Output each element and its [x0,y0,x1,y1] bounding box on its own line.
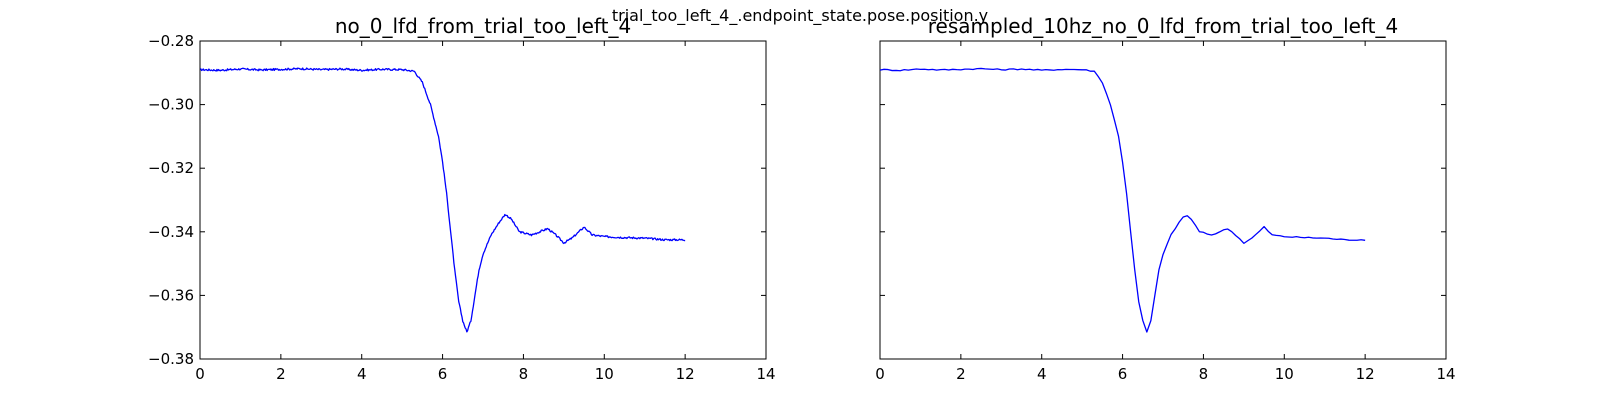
x-tick-label: 2 [956,365,966,383]
x-tick-label: 0 [195,365,205,383]
x-tick-label: 12 [1356,365,1375,383]
x-tick-label: 10 [1275,365,1294,383]
x-tick-label: 14 [1436,365,1455,383]
x-tick-label: 12 [676,365,695,383]
y-tick-label: −0.36 [148,286,194,304]
x-tick-label: 4 [1037,365,1047,383]
y-tick-label: −0.32 [148,159,194,177]
plot-frame [199,40,767,360]
y-tick-label: −0.34 [148,223,194,241]
x-tick-label: 14 [756,365,775,383]
y-tick-label: −0.38 [148,350,194,368]
plot-frame [879,40,1447,360]
chart-title: resampled_10hz_no_0_lfd_from_trial_too_l… [928,14,1398,38]
series-line [199,67,686,333]
x-tick-label: 4 [357,365,367,383]
x-tick-label: 8 [519,365,529,383]
y-tick-label: −0.30 [148,96,194,114]
chart-title: no_0_lfd_from_trial_too_left_4 [335,14,631,38]
chart-right: resampled_10hz_no_0_lfd_from_trial_too_l… [875,14,1455,383]
x-tick-label: 10 [595,365,614,383]
x-tick-label: 8 [1199,365,1209,383]
chart-left: no_0_lfd_from_trial_too_left_4 0 2 4 6 8 10 12 1… [148,14,776,383]
x-tick-label: 6 [438,365,448,383]
x-tick-label: 0 [875,365,885,383]
x-tick-label: 6 [1118,365,1128,383]
figure-suptitle: trial_too_left_4_.endpoint_state.pose.po… [612,6,988,26]
x-tick-label: 2 [276,365,286,383]
y-tick-label: −0.28 [148,32,194,50]
series-line [879,67,1366,333]
